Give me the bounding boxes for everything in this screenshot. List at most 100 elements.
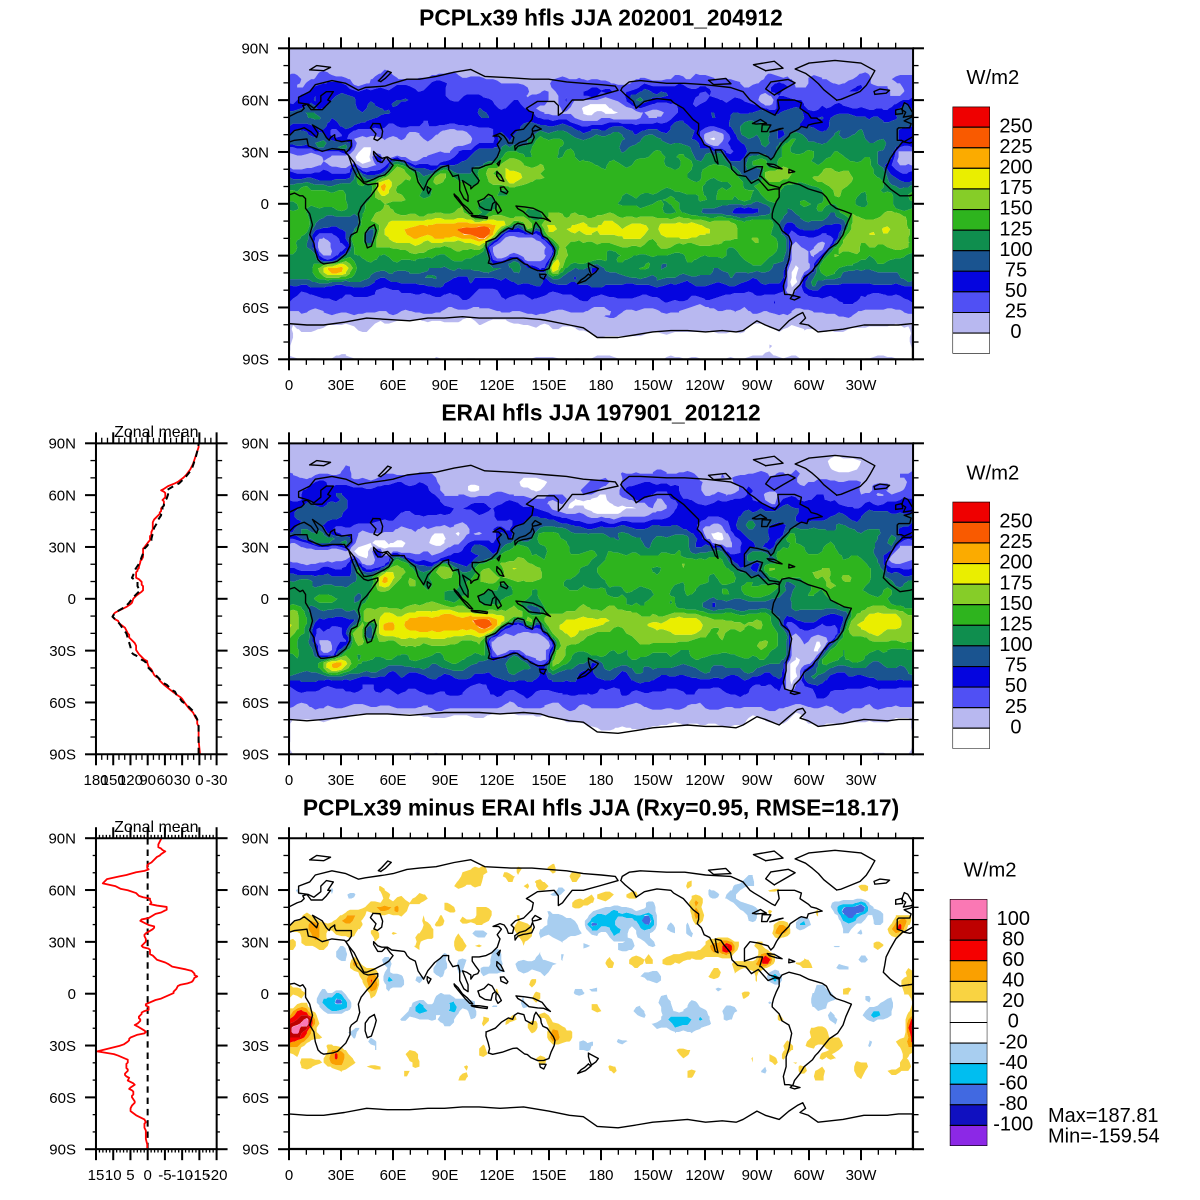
- svg-text:250: 250: [999, 115, 1032, 137]
- svg-text:30: 30: [174, 772, 191, 789]
- svg-text:90S: 90S: [49, 1142, 76, 1159]
- svg-text:120W: 120W: [685, 1167, 725, 1184]
- svg-text:180: 180: [83, 772, 108, 789]
- svg-text:60S: 60S: [242, 300, 269, 317]
- svg-text:90S: 90S: [242, 352, 269, 369]
- svg-text:60N: 60N: [241, 93, 269, 110]
- svg-text:0: 0: [261, 196, 269, 213]
- svg-text:60N: 60N: [48, 488, 76, 505]
- svg-text:20: 20: [1002, 990, 1024, 1012]
- svg-text:180: 180: [588, 772, 613, 789]
- svg-text:150W: 150W: [633, 377, 673, 394]
- svg-text:60S: 60S: [242, 1090, 269, 1107]
- svg-text:60N: 60N: [48, 882, 76, 899]
- svg-text:150E: 150E: [531, 772, 566, 789]
- svg-text:90N: 90N: [241, 831, 269, 848]
- svg-text:0: 0: [144, 1167, 152, 1184]
- svg-text:30N: 30N: [48, 934, 76, 951]
- svg-text:-20: -20: [206, 1167, 228, 1184]
- svg-text:200: 200: [999, 552, 1032, 574]
- svg-text:0: 0: [285, 1167, 293, 1184]
- svg-text:-100: -100: [993, 1114, 1033, 1136]
- svg-text:60N: 60N: [241, 488, 269, 505]
- svg-text:W/m2: W/m2: [964, 860, 1017, 882]
- svg-text:90W: 90W: [742, 1167, 774, 1184]
- svg-text:100: 100: [999, 239, 1032, 261]
- svg-text:90S: 90S: [242, 1142, 269, 1159]
- svg-text:-30: -30: [206, 772, 228, 789]
- svg-text:180: 180: [588, 1167, 613, 1184]
- svg-text:150E: 150E: [531, 1167, 566, 1184]
- svg-text:Max=187.81: Max=187.81: [1048, 1105, 1159, 1127]
- svg-text:-60: -60: [999, 1072, 1028, 1094]
- svg-text:30W: 30W: [846, 377, 878, 394]
- svg-text:225: 225: [999, 531, 1032, 553]
- svg-text:0: 0: [261, 986, 269, 1003]
- svg-text:0: 0: [1010, 321, 1021, 343]
- svg-text:90: 90: [139, 772, 156, 789]
- svg-text:90S: 90S: [49, 747, 76, 764]
- svg-text:40: 40: [1002, 970, 1024, 992]
- svg-text:150: 150: [999, 198, 1032, 220]
- svg-text:-15: -15: [189, 1167, 211, 1184]
- svg-text:90W: 90W: [742, 377, 774, 394]
- svg-text:90E: 90E: [432, 772, 459, 789]
- svg-text:60W: 60W: [794, 772, 826, 789]
- svg-text:-10: -10: [171, 1167, 193, 1184]
- svg-text:150W: 150W: [633, 1167, 673, 1184]
- svg-text:90N: 90N: [48, 831, 76, 848]
- svg-text:0: 0: [285, 377, 293, 394]
- svg-text:60E: 60E: [380, 377, 407, 394]
- svg-text:75: 75: [1005, 259, 1027, 281]
- svg-text:60N: 60N: [241, 882, 269, 899]
- svg-text:60: 60: [157, 772, 174, 789]
- svg-text:ERAI hfls JJA 197901_201212: ERAI hfls JJA 197901_201212: [441, 399, 760, 425]
- svg-text:60: 60: [1002, 949, 1024, 971]
- svg-text:75: 75: [1005, 655, 1027, 677]
- svg-text:W/m2: W/m2: [966, 462, 1019, 484]
- svg-text:-20: -20: [999, 1031, 1028, 1053]
- svg-text:30S: 30S: [49, 1038, 76, 1055]
- svg-text:50: 50: [1005, 675, 1027, 697]
- svg-text:90S: 90S: [242, 747, 269, 764]
- svg-text:5: 5: [126, 1167, 134, 1184]
- svg-text:100: 100: [997, 908, 1030, 930]
- svg-text:150: 150: [101, 772, 126, 789]
- svg-text:60E: 60E: [380, 1167, 407, 1184]
- svg-text:PCPLx39 hfls JJA 202001_204912: PCPLx39 hfls JJA 202001_204912: [419, 4, 783, 30]
- svg-text:125: 125: [999, 613, 1032, 635]
- svg-text:90N: 90N: [48, 436, 76, 453]
- svg-text:W/m2: W/m2: [966, 67, 1019, 89]
- svg-text:-5: -5: [158, 1167, 171, 1184]
- svg-text:0: 0: [285, 772, 293, 789]
- svg-text:30S: 30S: [242, 643, 269, 660]
- svg-text:15: 15: [88, 1167, 105, 1184]
- svg-text:80: 80: [1002, 928, 1024, 950]
- svg-text:30E: 30E: [328, 772, 355, 789]
- svg-text:60E: 60E: [380, 772, 407, 789]
- svg-text:30N: 30N: [241, 934, 269, 951]
- svg-text:PCPLx39 minus ERAI hfls JJA (R: PCPLx39 minus ERAI hfls JJA (Rxy=0.95, R…: [303, 794, 899, 820]
- svg-text:30N: 30N: [241, 144, 269, 161]
- svg-text:0: 0: [1008, 1011, 1019, 1033]
- svg-text:30E: 30E: [328, 377, 355, 394]
- svg-text:Zonal mean: Zonal mean: [114, 424, 198, 441]
- svg-text:250: 250: [999, 511, 1032, 533]
- svg-text:150W: 150W: [633, 772, 673, 789]
- svg-text:90N: 90N: [241, 436, 269, 453]
- svg-text:50: 50: [1005, 280, 1027, 302]
- svg-text:30S: 30S: [49, 643, 76, 660]
- svg-text:0: 0: [68, 591, 76, 608]
- svg-text:90N: 90N: [241, 41, 269, 58]
- svg-text:60S: 60S: [242, 695, 269, 712]
- svg-text:60S: 60S: [49, 1090, 76, 1107]
- svg-text:30S: 30S: [242, 1038, 269, 1055]
- svg-text:150: 150: [999, 593, 1032, 615]
- svg-text:200: 200: [999, 157, 1032, 179]
- svg-text:90E: 90E: [432, 1167, 459, 1184]
- svg-text:30N: 30N: [241, 539, 269, 556]
- svg-text:175: 175: [999, 572, 1032, 594]
- svg-text:25: 25: [1005, 301, 1027, 323]
- svg-text:120E: 120E: [479, 377, 514, 394]
- svg-text:30N: 30N: [48, 539, 76, 556]
